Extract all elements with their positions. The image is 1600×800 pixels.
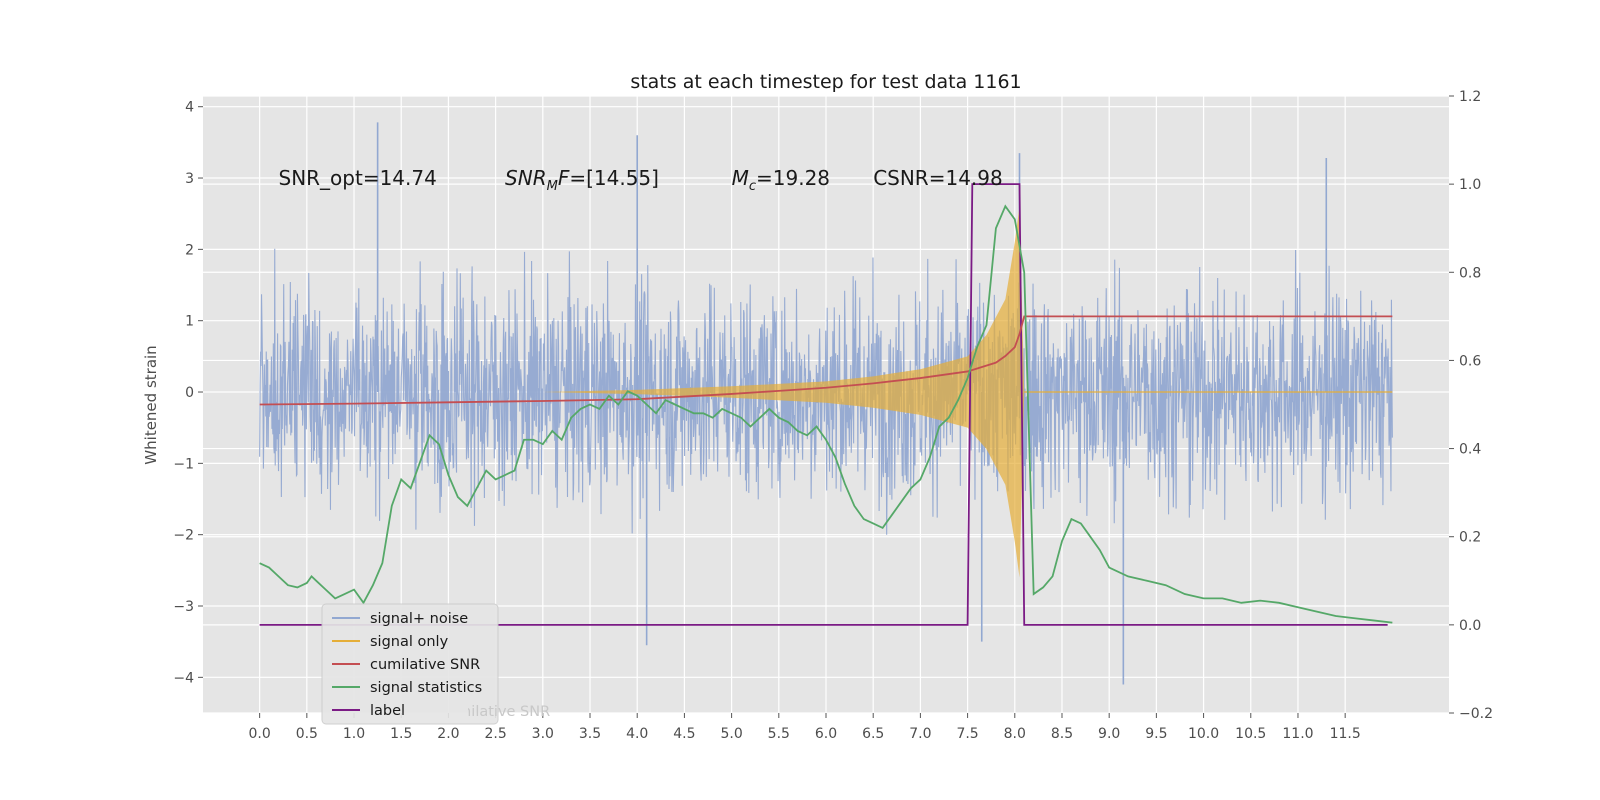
x-tick-label: 1.5 (390, 726, 412, 742)
series-signal-only (542, 206, 1025, 578)
y2-tick-label: 0.6 (1459, 353, 1481, 369)
y2-tick-label: 1.0 (1459, 177, 1481, 193)
legend-entry: signal statistics (370, 680, 482, 696)
x-tick-label: 7.5 (956, 726, 978, 742)
y2-tick-label: 0.2 (1459, 530, 1481, 546)
y-axis-label: Whitened strain (142, 345, 160, 464)
annotation: SNRMF=[14.55] (505, 166, 659, 194)
y2-tick-label: 0.4 (1459, 442, 1481, 458)
y2-tick-label: 0.8 (1459, 265, 1481, 281)
x-tick-label: 8.0 (1004, 726, 1026, 742)
legend-ghost-text: cumilative SNR (440, 704, 550, 720)
legend-entry: cumilative SNR (370, 657, 480, 673)
chart-title: stats at each timestep for test data 116… (630, 71, 1021, 93)
y-tick-label: −2 (173, 528, 194, 544)
y-tick-label: 3 (185, 171, 194, 187)
y-tick-label: −3 (173, 599, 194, 615)
x-tick-label: 8.5 (1051, 726, 1073, 742)
y2-tick-label: 1.2 (1459, 89, 1481, 105)
y-tick-label: 1 (185, 314, 194, 330)
series-cumilative-snr (259, 315, 1393, 406)
x-tick-label: 10.0 (1188, 726, 1219, 742)
annotation: SNR_opt=14.74 (279, 166, 437, 190)
y-tick-label: −1 (173, 456, 194, 472)
x-tick-label: 11.0 (1282, 726, 1313, 742)
x-tick-label: 10.5 (1235, 726, 1266, 742)
y-tick-label: −4 (173, 670, 194, 686)
x-tick-label: 7.0 (909, 726, 931, 742)
series-signal-statistics (259, 204, 1393, 624)
annotation: Mc=19.28 (732, 166, 830, 194)
x-tick-label: 5.5 (768, 726, 790, 742)
y2-tick-label: −0.2 (1459, 706, 1493, 722)
series-label (259, 183, 1388, 626)
x-tick-label: 4.0 (626, 726, 648, 742)
y-tick-label: 4 (185, 100, 194, 116)
axes: 0.0 0.5 1.0 1.5 2.0 2.5 3.0 3.5 4.0 4.5 5.0 5.5 6.0 6… (173, 89, 1493, 742)
annotations: SNR_opt=14.74 SNRMF=[14.55] Mc=19.28 CSNR=1… (279, 166, 1003, 194)
x-tick-label: 4.5 (673, 726, 695, 742)
x-tick-label: 6.5 (862, 726, 884, 742)
x-tick-label: 9.5 (1145, 726, 1167, 742)
series-layer (259, 122, 1393, 685)
x-tick-label: 1.0 (343, 726, 365, 742)
annotation-tail: =[14.55] (569, 166, 659, 190)
x-tick-label: 2.5 (484, 726, 506, 742)
x-tick-label: 6.0 (815, 726, 837, 742)
x-tick-label: 3.0 (532, 726, 554, 742)
x-tick-label: 3.5 (579, 726, 601, 742)
x-tick-label: 5.0 (720, 726, 742, 742)
x-tick-label: 9.0 (1098, 726, 1120, 742)
annotation: CSNR=14.98 (873, 166, 1003, 190)
x-tick-label: 0.5 (296, 726, 318, 742)
x-tick-label: 11.5 (1330, 726, 1361, 742)
y2-tick-label: 0.0 (1459, 618, 1481, 634)
legend-entry: label (370, 703, 405, 719)
legend: cumilative SNR signal+ noise signal only cu… (321, 603, 550, 725)
y-tick-label: 2 (185, 242, 194, 258)
legend-box (321, 603, 499, 725)
y-tick-label: 0 (185, 385, 194, 401)
legend-entry: signal only (370, 634, 449, 650)
legend-entry: signal+ noise (370, 611, 468, 627)
x-tick-label: 0.0 (249, 726, 271, 742)
series-signal-noise (259, 248, 1393, 535)
x-tick-label: 2.0 (437, 726, 459, 742)
